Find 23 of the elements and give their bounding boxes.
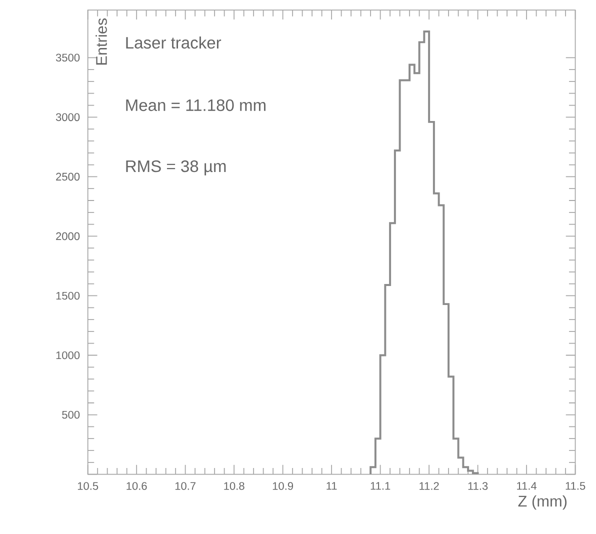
- x-tick-label: 10.9: [272, 482, 294, 490]
- x-tick-label: 10.5: [78, 482, 98, 490]
- y-tick-label: 1500: [56, 292, 80, 300]
- x-tick-label: 11.3: [468, 482, 488, 490]
- annotation: RMS = 38 µm: [126, 160, 226, 176]
- y-tick-label: 1000: [56, 351, 80, 360]
- x-tick-label: 10.6: [126, 482, 147, 490]
- y-axis-title: Entries: [96, 18, 107, 65]
- x-tick-label: 11.1: [370, 482, 390, 490]
- x-tick-label: 11.2: [420, 482, 439, 490]
- x-tick-label: 10.7: [175, 482, 196, 490]
- x-tick-label: 11.4: [517, 482, 537, 490]
- annotation: Laser tracker: [126, 36, 222, 49]
- annotation: Mean = 11.180 mm: [126, 99, 266, 112]
- x-axis-title: Z (mm): [518, 495, 567, 510]
- y-tick-label: 2000: [56, 232, 80, 240]
- x-tick-label: 11.5: [566, 482, 586, 490]
- y-tick-label: 3500: [56, 54, 80, 62]
- x-tick-label: 11: [326, 482, 337, 490]
- y-tick-label: 500: [62, 410, 80, 419]
- y-tick-label: 3000: [56, 113, 80, 122]
- x-tick-label: 10.8: [224, 482, 244, 490]
- y-tick-label: 2500: [56, 172, 80, 181]
